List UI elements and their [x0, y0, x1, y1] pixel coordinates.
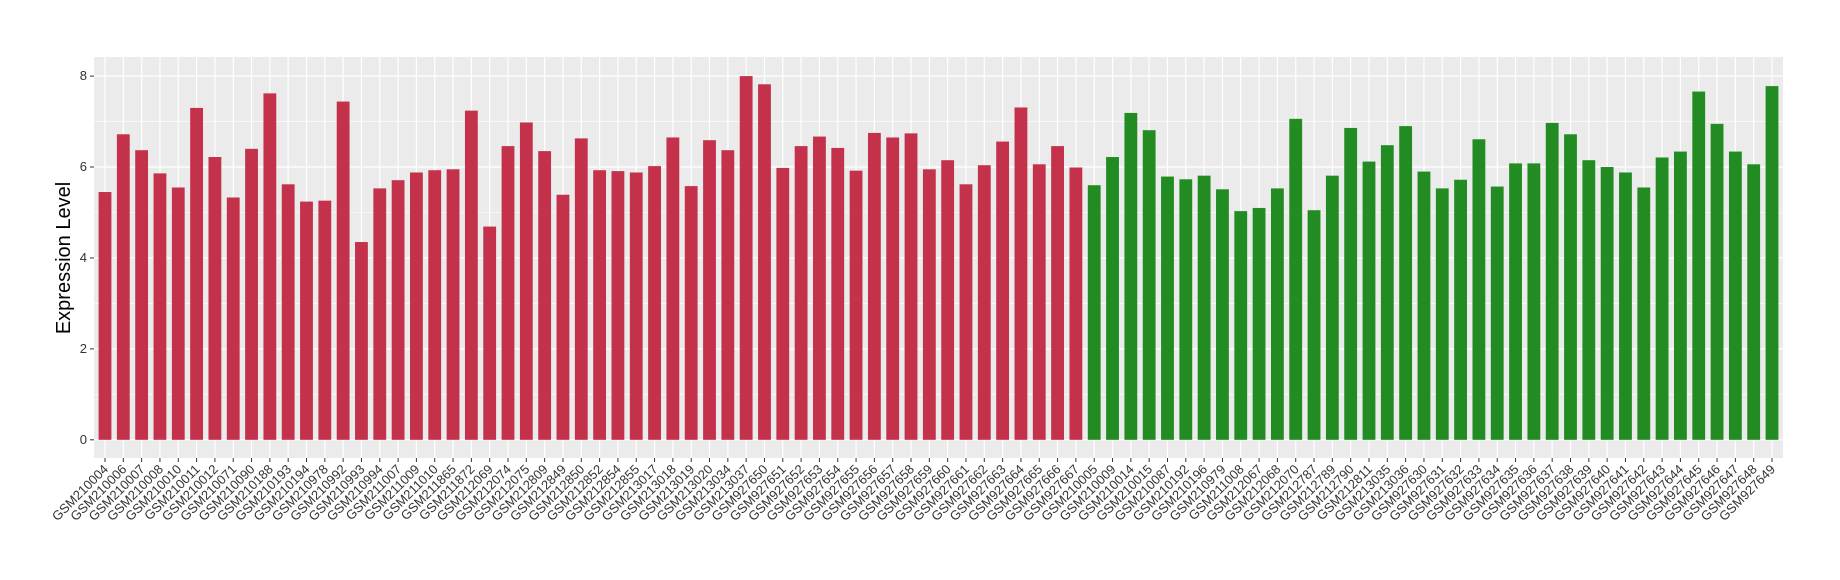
bar — [941, 160, 955, 440]
bar — [1655, 157, 1669, 440]
bar — [483, 226, 497, 440]
bar — [1692, 91, 1706, 440]
bar — [208, 157, 222, 440]
y-tick-label: 6 — [80, 159, 87, 174]
bar — [135, 150, 149, 440]
bar — [666, 137, 680, 440]
bar — [1454, 179, 1467, 440]
y-tick-label: 0 — [80, 432, 87, 447]
bar — [245, 148, 258, 440]
bar — [410, 172, 423, 440]
bar — [959, 184, 973, 440]
bar — [1252, 207, 1266, 440]
bar — [1490, 186, 1504, 440]
bar — [1270, 188, 1284, 440]
bar — [1619, 172, 1632, 440]
bar — [867, 132, 881, 440]
bar — [1124, 112, 1138, 440]
bar — [1765, 86, 1779, 440]
bar — [1069, 167, 1083, 440]
bar — [739, 76, 753, 440]
bar — [758, 84, 771, 440]
bar — [684, 186, 698, 440]
bar — [977, 165, 991, 440]
bar — [611, 171, 625, 440]
bar — [171, 187, 185, 440]
y-tick-label: 2 — [80, 341, 87, 356]
bar — [1582, 160, 1596, 440]
bar — [794, 146, 808, 440]
y-axis-title: Expression Level — [53, 182, 75, 334]
bar — [1564, 134, 1577, 440]
bar — [300, 201, 313, 440]
bar — [373, 188, 387, 440]
bar — [813, 136, 826, 440]
bar — [1179, 179, 1193, 440]
bar — [1325, 175, 1339, 440]
bar — [190, 107, 203, 440]
bar — [1234, 211, 1248, 440]
bar — [1710, 123, 1724, 440]
bar — [428, 170, 442, 440]
bar — [318, 200, 332, 440]
bar — [1472, 139, 1486, 440]
bar — [593, 170, 607, 440]
bar — [1032, 164, 1046, 440]
bar — [446, 169, 460, 440]
bar — [1728, 151, 1742, 440]
bar — [776, 167, 790, 440]
bar — [153, 173, 167, 440]
bar — [1051, 146, 1064, 440]
bar — [1527, 163, 1541, 440]
bar — [281, 184, 295, 440]
bar — [1674, 151, 1687, 440]
y-tick-label: 4 — [80, 250, 87, 265]
bar — [538, 151, 552, 440]
bar — [849, 170, 863, 440]
bar — [629, 172, 643, 440]
bar — [226, 197, 240, 440]
bar — [1014, 107, 1028, 440]
bar — [1216, 189, 1229, 440]
bar — [1417, 171, 1431, 440]
bar — [1289, 118, 1303, 440]
bar — [116, 134, 130, 440]
bar — [1600, 167, 1614, 440]
bar — [996, 141, 1010, 440]
bar — [336, 101, 350, 440]
bar — [1637, 187, 1651, 440]
bar — [501, 146, 515, 440]
bar — [886, 137, 900, 440]
bar — [1307, 210, 1321, 440]
bar — [1161, 176, 1174, 440]
bar — [1344, 127, 1358, 440]
bar — [464, 110, 478, 440]
bar — [904, 133, 918, 440]
bar — [574, 138, 588, 440]
bar — [1435, 188, 1449, 440]
bar — [648, 166, 661, 440]
bar — [1509, 163, 1522, 440]
bar — [1362, 161, 1376, 440]
bar — [1399, 126, 1413, 440]
bar — [391, 180, 405, 440]
bar — [98, 192, 112, 440]
bar — [263, 93, 277, 440]
bar — [703, 140, 716, 440]
bar — [519, 122, 533, 440]
bar — [922, 169, 936, 440]
bar — [1087, 185, 1101, 440]
bar — [556, 194, 570, 440]
bar — [355, 242, 368, 440]
y-tick-label: 8 — [80, 68, 87, 83]
bar — [1747, 164, 1761, 440]
bar — [721, 150, 735, 440]
bar — [1545, 122, 1559, 440]
bar — [1380, 145, 1394, 440]
bar — [1197, 175, 1211, 440]
bar — [1106, 157, 1119, 440]
bar — [831, 147, 845, 440]
bar — [1142, 130, 1156, 440]
